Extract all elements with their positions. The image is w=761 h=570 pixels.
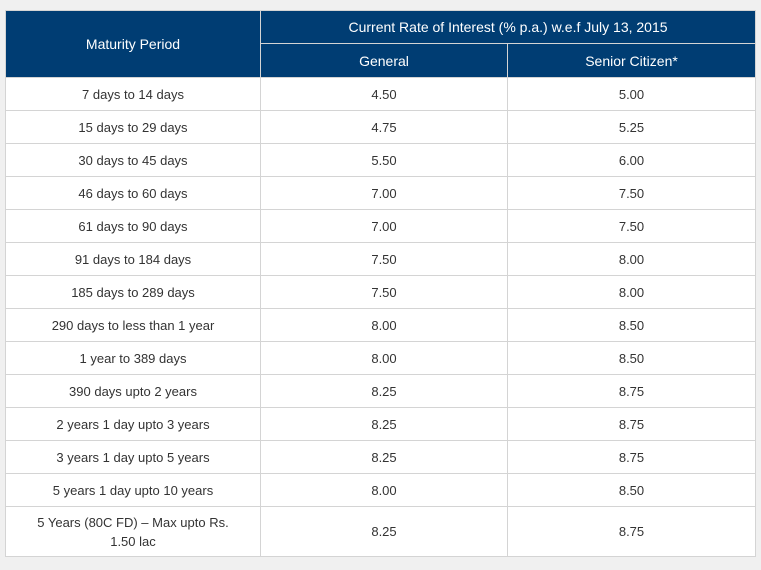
general-rate-cell: 8.00 — [260, 341, 508, 375]
general-rate-cell: 8.25 — [260, 374, 508, 408]
senior-citizen-rate-cell: 8.00 — [506, 242, 757, 276]
general-rate-cell: 8.25 — [260, 407, 508, 441]
maturity-period-cell: 5 years 1 day upto 10 years — [5, 473, 261, 507]
general-rate-cell: 8.25 — [260, 506, 508, 557]
maturity-period-cell: 61 days to 90 days — [5, 209, 261, 243]
senior-citizen-rate-cell: 8.75 — [506, 407, 757, 441]
senior-citizen-rate-cell: 8.00 — [506, 275, 757, 309]
general-rate-cell: 8.25 — [260, 440, 508, 474]
senior-citizen-header: Senior Citizen* — [506, 43, 757, 78]
senior-citizen-rate-cell: 8.75 — [506, 374, 757, 408]
general-rate-cell: 8.00 — [260, 308, 508, 342]
maturity-period-cell: 1 year to 389 days — [5, 341, 261, 375]
maturity-period-cell: 15 days to 29 days — [5, 110, 261, 144]
senior-citizen-rate-cell: 8.50 — [506, 473, 757, 507]
table-row: 185 days to 289 days 7.50 8.00 — [5, 275, 757, 309]
senior-citizen-rate-cell: 5.25 — [506, 110, 757, 144]
maturity-period-cell: 7 days to 14 days — [5, 77, 261, 111]
general-rate-cell: 7.00 — [260, 209, 508, 243]
table-row: 5 Years (80C FD) – Max upto Rs. 1.50 lac… — [5, 506, 757, 557]
table-row: 46 days to 60 days 7.00 7.50 — [5, 176, 757, 210]
table-row: 91 days to 184 days 7.50 8.00 — [5, 242, 757, 276]
senior-citizen-rate-cell: 7.50 — [506, 209, 757, 243]
general-rate-cell: 4.50 — [260, 77, 508, 111]
general-rate-cell: 7.50 — [260, 242, 508, 276]
general-rate-cell: 8.00 — [260, 473, 508, 507]
maturity-period-cell: 46 days to 60 days — [5, 176, 261, 210]
table-row: 5 years 1 day upto 10 years 8.00 8.50 — [5, 473, 757, 507]
table-header: Maturity Period Current Rate of Interest… — [5, 10, 757, 78]
general-rate-cell: 4.75 — [260, 110, 508, 144]
table-row: 7 days to 14 days 4.50 5.00 — [5, 77, 757, 111]
current-rate-header: Current Rate of Interest (% p.a.) w.e.f … — [259, 10, 757, 44]
maturity-period-cell: 2 years 1 day upto 3 years — [5, 407, 261, 441]
senior-citizen-rate-cell: 5.00 — [506, 77, 757, 111]
table-row: 61 days to 90 days 7.00 7.50 — [5, 209, 757, 243]
general-rate-cell: 7.00 — [260, 176, 508, 210]
maturity-period-header: Maturity Period — [5, 10, 261, 78]
table-row: 30 days to 45 days 5.50 6.00 — [5, 143, 757, 177]
table-body: 7 days to 14 days 4.50 5.00 15 days to 29 d… — [5, 77, 757, 557]
senior-citizen-rate-cell: 8.50 — [506, 308, 757, 342]
general-rate-cell: 5.50 — [260, 143, 508, 177]
maturity-period-cell: 5 Years (80C FD) – Max upto Rs. 1.50 lac — [5, 506, 261, 557]
maturity-period-cell: 3 years 1 day upto 5 years — [5, 440, 261, 474]
general-rate-cell: 7.50 — [260, 275, 508, 309]
senior-citizen-rate-cell: 8.75 — [506, 506, 757, 557]
header-row-top: Maturity Period Current Rate of Interest… — [5, 10, 757, 78]
senior-citizen-rate-cell: 7.50 — [506, 176, 757, 210]
table-row: 290 days to less than 1 year 8.00 8.50 — [5, 308, 757, 342]
interest-rate-table-container: Maturity Period Current Rate of Interest… — [5, 10, 757, 557]
maturity-period-cell: 91 days to 184 days — [5, 242, 261, 276]
maturity-period-cell: 30 days to 45 days — [5, 143, 261, 177]
table-row: 1 year to 389 days 8.00 8.50 — [5, 341, 757, 375]
senior-citizen-rate-cell: 8.75 — [506, 440, 757, 474]
maturity-period-cell: 390 days upto 2 years — [5, 374, 261, 408]
senior-citizen-rate-cell: 6.00 — [506, 143, 757, 177]
maturity-period-cell: 290 days to less than 1 year — [5, 308, 261, 342]
maturity-period-cell: 185 days to 289 days — [5, 275, 261, 309]
table-row: 2 years 1 day upto 3 years 8.25 8.75 — [5, 407, 757, 441]
senior-citizen-rate-cell: 8.50 — [506, 341, 757, 375]
general-header: General — [260, 43, 508, 78]
table-row: 390 days upto 2 years 8.25 8.75 — [5, 374, 757, 408]
header-row-sub: General Senior Citizen* — [6, 43, 757, 78]
interest-rate-table: Maturity Period Current Rate of Interest… — [5, 10, 757, 557]
table-row: 3 years 1 day upto 5 years 8.25 8.75 — [5, 440, 757, 474]
table-row: 15 days to 29 days 4.75 5.25 — [5, 110, 757, 144]
